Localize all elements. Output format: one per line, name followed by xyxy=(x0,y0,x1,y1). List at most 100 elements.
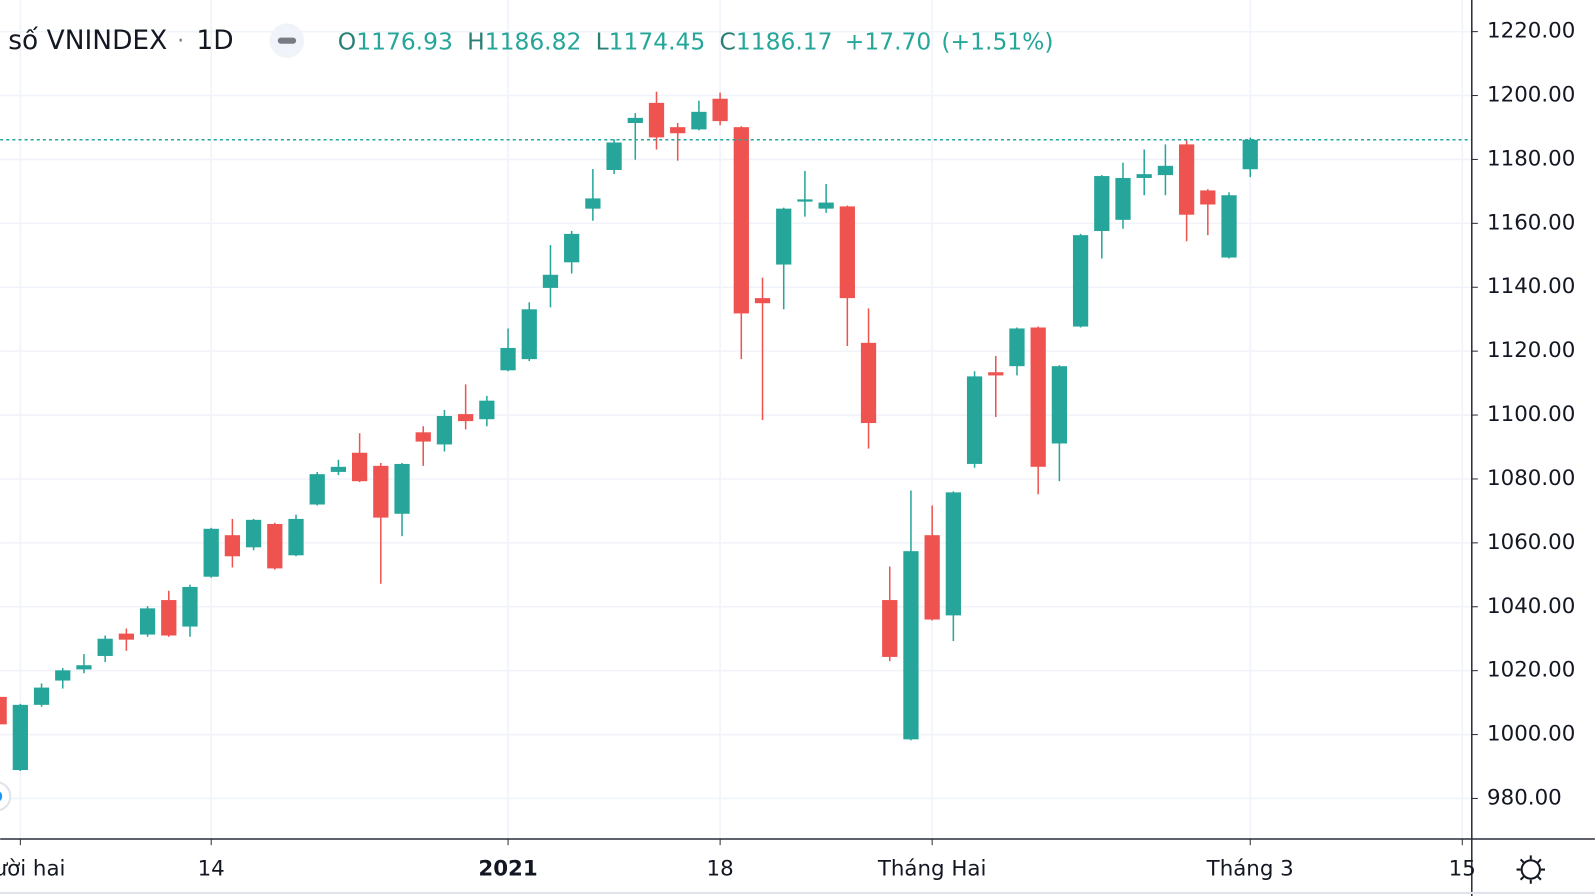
x-tick-label: Tháng 3 xyxy=(1206,857,1294,882)
candle-body xyxy=(1157,165,1174,176)
candle-body xyxy=(797,199,813,202)
candle-body xyxy=(394,463,410,514)
candle-body xyxy=(712,98,728,122)
candle-body xyxy=(627,117,643,124)
candle-body xyxy=(12,704,28,771)
candle-body xyxy=(1009,328,1025,367)
x-tick-label: Tháng Hai xyxy=(877,857,987,882)
candle-body xyxy=(648,102,665,138)
candle-body xyxy=(903,551,919,740)
collapse-icon xyxy=(277,37,297,44)
interval: 1D xyxy=(196,25,233,56)
candle-body xyxy=(500,347,516,371)
ohlc-value: 1186.82 xyxy=(485,27,582,55)
y-tick-label: 1120.00 xyxy=(1487,338,1575,363)
candle-body xyxy=(479,400,495,420)
y-tick-label: 1080.00 xyxy=(1487,466,1575,491)
candle-body xyxy=(839,206,855,299)
x-tick-label: 15 xyxy=(1449,857,1476,882)
ohlc-value: 1174.45 xyxy=(609,27,706,55)
candle-body xyxy=(860,342,877,424)
candle-body xyxy=(1200,190,1216,205)
ohlc-legend: O1176.93 H1186.82 L1174.45 C1186.17 +17.70 (+… xyxy=(338,27,1054,55)
scroll-dot xyxy=(0,791,3,802)
candle-body xyxy=(0,696,7,725)
y-tick-label: 1160.00 xyxy=(1487,210,1575,235)
candle-body xyxy=(585,198,601,209)
candle-body xyxy=(966,376,983,464)
gear-teeth xyxy=(1516,855,1546,884)
change-percent: (+1.51%) xyxy=(941,27,1053,55)
candle-body xyxy=(988,372,1004,376)
ohlc-label: O xyxy=(338,27,356,55)
grid xyxy=(0,0,1472,840)
candle-body xyxy=(924,535,940,620)
y-tick-label: 980.00 xyxy=(1487,785,1562,810)
symbol-title: số VNINDEX xyxy=(8,25,167,56)
candle-body xyxy=(1242,139,1258,170)
ohlc-value: 1186.17 xyxy=(736,27,833,55)
candle-body xyxy=(309,474,325,505)
separator: · xyxy=(177,28,184,54)
x-tick-label: 14 xyxy=(198,857,225,882)
candle-body xyxy=(182,586,198,627)
candle-body xyxy=(118,633,134,640)
candle-body xyxy=(1072,235,1089,327)
candle-body xyxy=(542,274,559,288)
gear-ring xyxy=(1520,859,1541,880)
candle-body xyxy=(1178,144,1195,215)
scroll-button[interactable] xyxy=(0,781,12,812)
candle-body xyxy=(97,638,113,656)
y-tick-label: 1200.00 xyxy=(1487,83,1575,108)
candle-body xyxy=(754,298,771,304)
candle-body xyxy=(224,535,241,557)
legend: số VNINDEX · 1D O1176.93 H1186.82 L1174.45… xyxy=(8,23,1054,58)
y-tick-label: 1060.00 xyxy=(1487,530,1575,555)
candle-body xyxy=(161,600,177,636)
ohlc-label: H xyxy=(467,27,485,55)
settings-button[interactable] xyxy=(1516,855,1546,884)
y-tick-label: 1040.00 xyxy=(1487,594,1575,619)
candle-body xyxy=(76,665,92,670)
candle-body xyxy=(818,202,834,209)
candle-body xyxy=(203,528,219,577)
candle-body xyxy=(458,414,474,422)
candle-body xyxy=(1051,366,1068,444)
candle-body xyxy=(1094,176,1110,232)
candle-body xyxy=(267,524,283,569)
y-tick-label: 1000.00 xyxy=(1487,722,1575,747)
ohlc-value: 1176.93 xyxy=(356,27,453,55)
x-tick-label: 18 xyxy=(707,857,734,882)
y-tick-label: 1100.00 xyxy=(1487,402,1575,427)
candle-body xyxy=(670,127,686,134)
candle-body xyxy=(521,309,537,360)
y-tick-label: 1140.00 xyxy=(1487,274,1575,299)
candle-body xyxy=(436,416,453,445)
candle-body xyxy=(1136,174,1152,178)
candle-body xyxy=(1115,177,1131,220)
plot xyxy=(0,91,1472,771)
x-tick-label: 2021 xyxy=(478,857,537,882)
candle-body xyxy=(606,142,622,170)
candle-body xyxy=(1030,327,1046,467)
candle-body xyxy=(564,233,580,263)
candle-body xyxy=(691,111,707,130)
change-value: +17.70 xyxy=(845,27,932,55)
candle-body xyxy=(33,687,50,705)
candle-body xyxy=(945,492,961,616)
y-tick-label: 1220.00 xyxy=(1487,19,1575,44)
y-tick-label: 1020.00 xyxy=(1487,658,1575,683)
candle-body xyxy=(330,466,347,472)
ohlc-label: C xyxy=(720,27,736,55)
candle-body xyxy=(776,208,792,265)
candle-body xyxy=(415,432,431,442)
candle-body xyxy=(351,452,368,482)
candle-body xyxy=(55,670,71,681)
candle-body xyxy=(245,519,262,548)
candle-body xyxy=(733,127,749,314)
candle-body xyxy=(882,600,898,657)
x-tick-label: Mười hai xyxy=(0,857,65,882)
